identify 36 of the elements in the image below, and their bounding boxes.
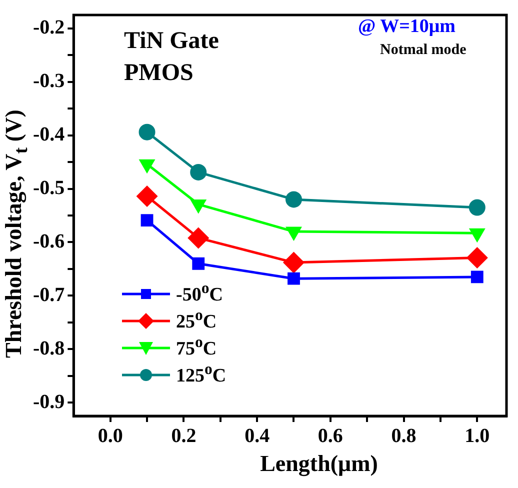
x-tick-label: 1.0	[464, 425, 490, 448]
point	[470, 270, 484, 284]
point	[140, 214, 154, 227]
point	[136, 186, 158, 206]
point	[468, 199, 486, 216]
legend-label: -50$^{o}$C	[176, 280, 223, 307]
x-tick-label: 0.0	[98, 425, 123, 448]
legend-label: 25$^{o}$C	[176, 307, 217, 334]
legend-label: 75$^{o}$C	[176, 334, 217, 361]
y-tick-label: -0.2	[32, 16, 65, 39]
point	[284, 252, 304, 273]
point	[138, 124, 156, 140]
annotation: PMOS	[124, 60, 194, 87]
y-tick-label: -0.8	[32, 337, 65, 360]
point	[140, 159, 154, 172]
point	[188, 228, 209, 248]
y-tick-label: -0.6	[32, 230, 65, 252]
x-tick-label: 0.6	[318, 425, 343, 448]
x-tick-label: 0.2	[171, 425, 196, 448]
y-tick-label: -0.7	[32, 284, 65, 306]
y-tick-label: -0.4	[32, 123, 65, 146]
y-tick-label: -0.3	[32, 70, 65, 92]
x-tick-label: 0.8	[391, 425, 416, 448]
annotation: Notmal mode	[380, 42, 466, 59]
x-tick-label: 0.4	[244, 425, 270, 448]
point	[288, 272, 300, 285]
y-tick-label: -0.5	[32, 176, 65, 199]
y-tick-label: -0.9	[32, 390, 65, 413]
point	[466, 247, 488, 268]
legend-label: 125$^{o}$C	[176, 361, 226, 388]
annotation: @ W=10μm	[358, 16, 456, 38]
point	[190, 164, 207, 180]
point	[192, 257, 205, 270]
point	[286, 191, 302, 208]
x-axis-title: Length(μm)	[259, 451, 379, 477]
annotation: TiN Gate	[124, 28, 219, 55]
